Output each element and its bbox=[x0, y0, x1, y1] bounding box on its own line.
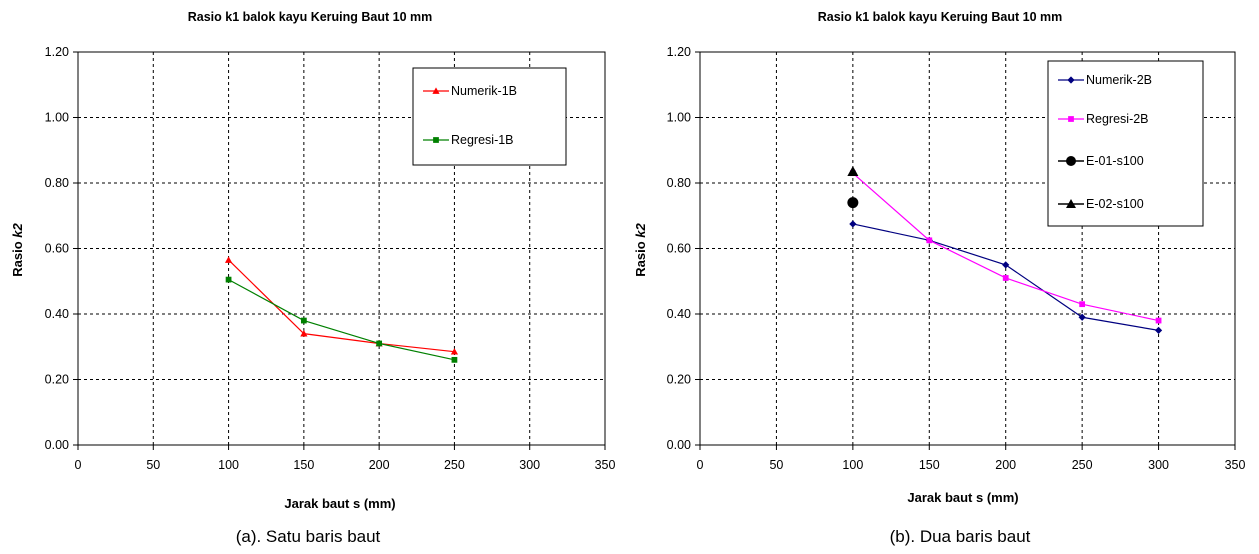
y-axis-label: Rasio k2 bbox=[10, 222, 25, 276]
x-axis-label: Jarak baut s (mm) bbox=[907, 490, 1018, 505]
x-tick-label: 300 bbox=[1148, 458, 1169, 472]
x-tick-label: 200 bbox=[369, 458, 390, 472]
y-axis-label-prefix: Rasio bbox=[10, 238, 25, 277]
y-axis-label-variable: k2 bbox=[10, 222, 25, 237]
x-tick-label: 50 bbox=[769, 458, 783, 472]
data-point bbox=[300, 330, 308, 337]
x-tick-label: 150 bbox=[293, 458, 314, 472]
y-tick-label: 0.40 bbox=[667, 307, 691, 321]
x-tick-label: 350 bbox=[595, 458, 616, 472]
y-tick-label: 0.60 bbox=[667, 242, 691, 256]
series-e-02-s100 bbox=[847, 166, 859, 176]
x-tick-label: 250 bbox=[1072, 458, 1093, 472]
data-point bbox=[224, 256, 233, 263]
y-axis-label-prefix: Rasio bbox=[633, 238, 648, 277]
data-point bbox=[376, 340, 383, 347]
y-tick-label: 0.80 bbox=[45, 176, 69, 190]
y-tick-label: 0.40 bbox=[45, 307, 69, 321]
data-point bbox=[1079, 301, 1086, 308]
legend-swatch-marker bbox=[1067, 76, 1075, 84]
y-tick-label: 0.20 bbox=[45, 373, 69, 387]
y-tick-label: 1.20 bbox=[45, 45, 69, 59]
data-point bbox=[450, 348, 459, 355]
chart-a: Rasio k1 balok kayu Keruing Baut 10 mm 0 5… bbox=[10, 10, 615, 546]
data-point bbox=[1155, 317, 1162, 324]
x-tick-label: 250 bbox=[444, 458, 465, 472]
chart-title: Rasio k1 balok kayu Keruing Baut 10 mm bbox=[818, 10, 1063, 24]
y-tick-label: 0.20 bbox=[667, 373, 691, 387]
y-tick-label: 0.60 bbox=[45, 242, 69, 256]
x-tick-label: 0 bbox=[697, 458, 704, 472]
legend-swatch-marker bbox=[1066, 156, 1076, 166]
x-tick-label: 0 bbox=[75, 458, 82, 472]
legend-swatch-marker bbox=[433, 137, 439, 143]
x-tick-label: 350 bbox=[1225, 458, 1246, 472]
legend-label: Numerik-2B bbox=[1086, 73, 1152, 87]
x-tick-label: 150 bbox=[919, 458, 940, 472]
y-tick-label: 0.00 bbox=[667, 438, 691, 452]
legend-swatch-marker bbox=[432, 87, 440, 94]
legend-label: Numerik-1B bbox=[451, 84, 517, 98]
series-numerik-2b bbox=[849, 220, 1163, 334]
y-tick-label: 1.00 bbox=[667, 111, 691, 125]
series-line bbox=[228, 259, 455, 353]
chart-b: Rasio k1 balok kayu Keruing Baut 10 mm 0 5… bbox=[633, 10, 1245, 546]
data-point bbox=[225, 276, 232, 283]
legend-swatch-marker bbox=[1068, 116, 1074, 122]
data-point bbox=[1078, 313, 1086, 321]
data-point bbox=[1154, 326, 1163, 334]
legend-swatch-marker bbox=[1066, 199, 1076, 208]
data-point bbox=[847, 197, 859, 209]
data-point bbox=[849, 220, 857, 228]
data-point bbox=[847, 166, 859, 176]
series-regresi-1b bbox=[225, 276, 458, 363]
data-point bbox=[1002, 261, 1010, 269]
legend: Numerik-1B Regresi-1B bbox=[412, 67, 567, 166]
data-point bbox=[1002, 275, 1009, 281]
x-tick-label: 50 bbox=[146, 458, 160, 472]
y-tick-label: 1.00 bbox=[45, 111, 69, 125]
y-tick-label: 1.20 bbox=[667, 45, 691, 59]
chart-title: Rasio k1 balok kayu Keruing Baut 10 mm bbox=[188, 10, 433, 24]
series-e-01-s100 bbox=[847, 197, 859, 209]
legend: Numerik-2B Regresi-2B E-01-s100 E-02-s100 bbox=[1047, 60, 1204, 227]
y-tick-label: 0.80 bbox=[667, 176, 691, 190]
data-point bbox=[451, 356, 458, 363]
legend-label: Regresi-2B bbox=[1086, 112, 1149, 126]
x-tick-label: 300 bbox=[519, 458, 540, 472]
legend-label: E-01-s100 bbox=[1086, 154, 1144, 168]
figure-caption: (a). Satu baris baut bbox=[236, 527, 381, 546]
x-tick-label: 100 bbox=[842, 458, 863, 472]
legend-label: Regresi-1B bbox=[451, 133, 514, 147]
y-tick-label: 0.00 bbox=[45, 438, 69, 452]
y-axis-label: Rasio k2 bbox=[633, 222, 648, 276]
y-axis-label-variable: k2 bbox=[633, 222, 648, 237]
data-point bbox=[926, 237, 933, 244]
x-tick-label: 200 bbox=[995, 458, 1016, 472]
x-axis-label: Jarak baut s (mm) bbox=[284, 496, 395, 511]
legend-label: E-02-s100 bbox=[1086, 197, 1144, 211]
figure-caption: (b). Dua baris baut bbox=[890, 527, 1031, 546]
legend-box bbox=[1047, 60, 1204, 227]
legend-box bbox=[412, 67, 567, 166]
series-line bbox=[228, 279, 455, 361]
data-point bbox=[300, 317, 307, 324]
x-tick-label: 100 bbox=[218, 458, 239, 472]
